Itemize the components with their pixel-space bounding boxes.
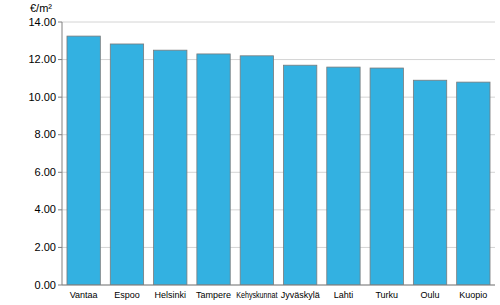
x-tick-label: Turku — [375, 290, 398, 300]
x-tick-label: Tampere — [196, 290, 231, 300]
x-tick-label: Helsinki — [154, 290, 186, 300]
bar — [370, 68, 403, 285]
grid-line — [62, 285, 495, 286]
y-axis — [62, 22, 63, 285]
y-tick — [58, 172, 62, 173]
y-tick — [58, 134, 62, 135]
chart: 0.00 2.00 4.00 6.00 8.00 10.00 12.00 14.00 €/m² V… — [0, 0, 500, 305]
y-tick — [58, 22, 62, 23]
x-tick-label: Kuopio — [459, 290, 487, 300]
bar — [327, 67, 360, 285]
y-tick — [58, 247, 62, 248]
y-tick — [58, 97, 62, 98]
x-tick-label: Espoo — [114, 290, 140, 300]
y-tick — [58, 209, 62, 210]
bar — [413, 80, 446, 285]
y-tick — [58, 59, 62, 60]
bar — [197, 54, 230, 285]
y-tick-label: 2.00 — [35, 241, 56, 253]
bar — [67, 36, 100, 285]
y-tick-label: 0.00 — [35, 279, 56, 291]
bar — [457, 82, 490, 285]
x-tick-label: Oulu — [421, 290, 440, 300]
bar — [110, 44, 143, 285]
y-tick-label: 8.00 — [35, 128, 56, 140]
y-axis-label: €/m² — [30, 2, 52, 14]
x-axis — [62, 285, 495, 286]
bars — [67, 36, 490, 285]
y-tick-label: 14.00 — [28, 16, 56, 28]
x-tick-label: Jyväskylä — [281, 290, 320, 300]
y-tick-label: 10.00 — [28, 91, 56, 103]
x-tick-label: Lahti — [334, 290, 354, 300]
x-tick-label: Kehyskunnat — [236, 290, 278, 300]
y-tick — [58, 285, 62, 286]
grid-line — [62, 22, 495, 23]
bar — [240, 56, 273, 285]
y-tick-label: 12.00 — [28, 53, 56, 65]
y-tick-label: 4.00 — [35, 203, 56, 215]
bar — [154, 50, 187, 285]
bar — [283, 65, 316, 285]
y-tick-label: 6.00 — [35, 166, 56, 178]
x-tick-label: Vantaa — [70, 290, 98, 300]
